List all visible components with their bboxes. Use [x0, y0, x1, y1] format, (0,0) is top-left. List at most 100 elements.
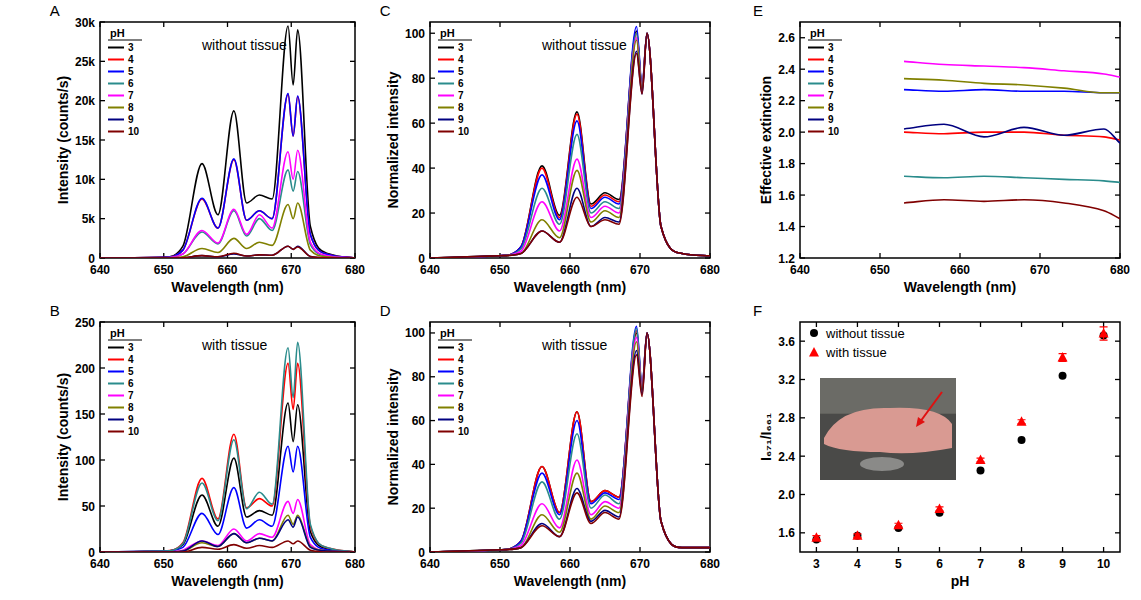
x-tick — [639, 322, 640, 327]
x-tick-label: 680 — [345, 557, 365, 571]
y-tick-label: 80 — [412, 72, 426, 86]
x-tick-label: 650 — [490, 263, 510, 277]
legend-swatch — [809, 347, 819, 357]
y-tick-label: 25k — [75, 55, 95, 69]
y-tick-label: 1.6 — [778, 189, 795, 203]
data-group — [430, 27, 710, 259]
y-tick — [800, 226, 805, 227]
series-line — [430, 33, 710, 258]
series-line — [904, 124, 1120, 143]
y-tick — [100, 459, 105, 460]
panel-3: 020406080100640650660670680Wavelength (n… — [380, 302, 721, 589]
legend-label: 7 — [128, 390, 134, 401]
plot-frame — [800, 322, 1120, 552]
data-group — [811, 327, 1108, 544]
legend-label: 6 — [458, 78, 464, 89]
plot-frame — [430, 22, 710, 258]
y-tick — [350, 61, 355, 62]
legend-rule — [438, 340, 472, 341]
y-tick — [430, 464, 435, 465]
x-tick — [639, 253, 640, 258]
x-tick-label: 670 — [630, 557, 650, 571]
x-tick-label: 8 — [1018, 557, 1025, 571]
x-tick — [939, 322, 940, 327]
y-tick-label: 2.2 — [778, 94, 795, 108]
x-tick-label: 670 — [1030, 263, 1050, 277]
y-tick — [705, 376, 710, 377]
y-tick-label: 100 — [405, 27, 425, 41]
series-line — [100, 541, 355, 552]
y-tick — [350, 459, 355, 460]
annotation: with tissue — [541, 337, 608, 353]
y-tick — [800, 131, 805, 132]
photo-arrow-head — [916, 417, 925, 427]
y-tick — [430, 78, 435, 79]
legend-swatch — [438, 107, 454, 109]
y-tick-label: 2.0 — [778, 488, 795, 502]
y-tick — [1115, 532, 1120, 533]
x-tick — [980, 322, 981, 327]
inset-photo — [820, 378, 956, 480]
point — [893, 520, 903, 530]
x-axis-title: Wavelength (nm) — [171, 573, 283, 589]
x-tick — [291, 253, 292, 258]
y-tick — [705, 464, 710, 465]
legend-label: 9 — [458, 414, 464, 425]
legend-swatch — [108, 347, 124, 349]
x-tick-label: 640 — [420, 263, 440, 277]
legend-label: 7 — [458, 90, 464, 101]
point — [1017, 416, 1027, 426]
legend-swatch — [108, 359, 124, 361]
y-tick-label: 50 — [82, 500, 96, 514]
y-tick — [800, 456, 805, 457]
y-tick-label: 1.8 — [778, 157, 795, 171]
y-tick — [430, 332, 435, 333]
x-tick — [959, 253, 960, 258]
x-tick — [1021, 322, 1022, 327]
x-tick — [1119, 253, 1120, 258]
legend-label: 7 — [828, 90, 834, 101]
x-tick — [99, 22, 100, 27]
x-tick — [1021, 547, 1022, 552]
y-tick — [100, 505, 105, 506]
figure: 05k10k15k20k25k30k640650660670680Wavelen… — [0, 0, 1141, 600]
y-tick — [800, 532, 805, 533]
panel-letter: C — [380, 2, 391, 19]
plot-frame — [430, 322, 710, 552]
y-tick-label: 3.2 — [778, 373, 795, 387]
series-line — [430, 329, 710, 552]
series-line — [100, 94, 355, 258]
x-tick-label: 680 — [345, 263, 365, 277]
legend-swatch — [438, 359, 454, 361]
photo-tissue — [824, 408, 952, 454]
x-tick — [429, 322, 430, 327]
y-tick — [1115, 131, 1120, 132]
y-tick-label: 60 — [412, 414, 426, 428]
legend-label: 7 — [458, 390, 464, 401]
x-tick-label: 650 — [490, 557, 510, 571]
legend-swatch — [808, 131, 824, 133]
photo-arrow — [920, 392, 942, 422]
series-line — [100, 94, 355, 258]
legend-swatch — [108, 371, 124, 373]
y-tick-label: 3.6 — [778, 335, 795, 349]
legend-swatch — [438, 95, 454, 97]
x-tick — [799, 22, 800, 27]
y-tick — [350, 100, 355, 101]
series-line — [100, 515, 355, 552]
x-tick — [569, 547, 570, 552]
legend: without tissuewith tissue — [809, 326, 905, 360]
y-tick-label: 2.8 — [778, 411, 795, 425]
legend-label: 6 — [128, 378, 134, 389]
y-tick — [705, 212, 710, 213]
annotation: without tissue — [541, 37, 627, 53]
y-axis-title: Effective extinction — [758, 76, 774, 204]
y-tick — [1115, 194, 1120, 195]
series-line — [100, 203, 355, 258]
legend-swatch — [438, 47, 454, 49]
x-tick — [1039, 22, 1040, 27]
panel-4: 1.21.41.61.82.02.22.42.6640650660670680W… — [753, 2, 1130, 295]
y-tick — [350, 218, 355, 219]
legend-label: 6 — [458, 378, 464, 389]
y-axis-title: Intensity (counts/s) — [55, 76, 71, 204]
